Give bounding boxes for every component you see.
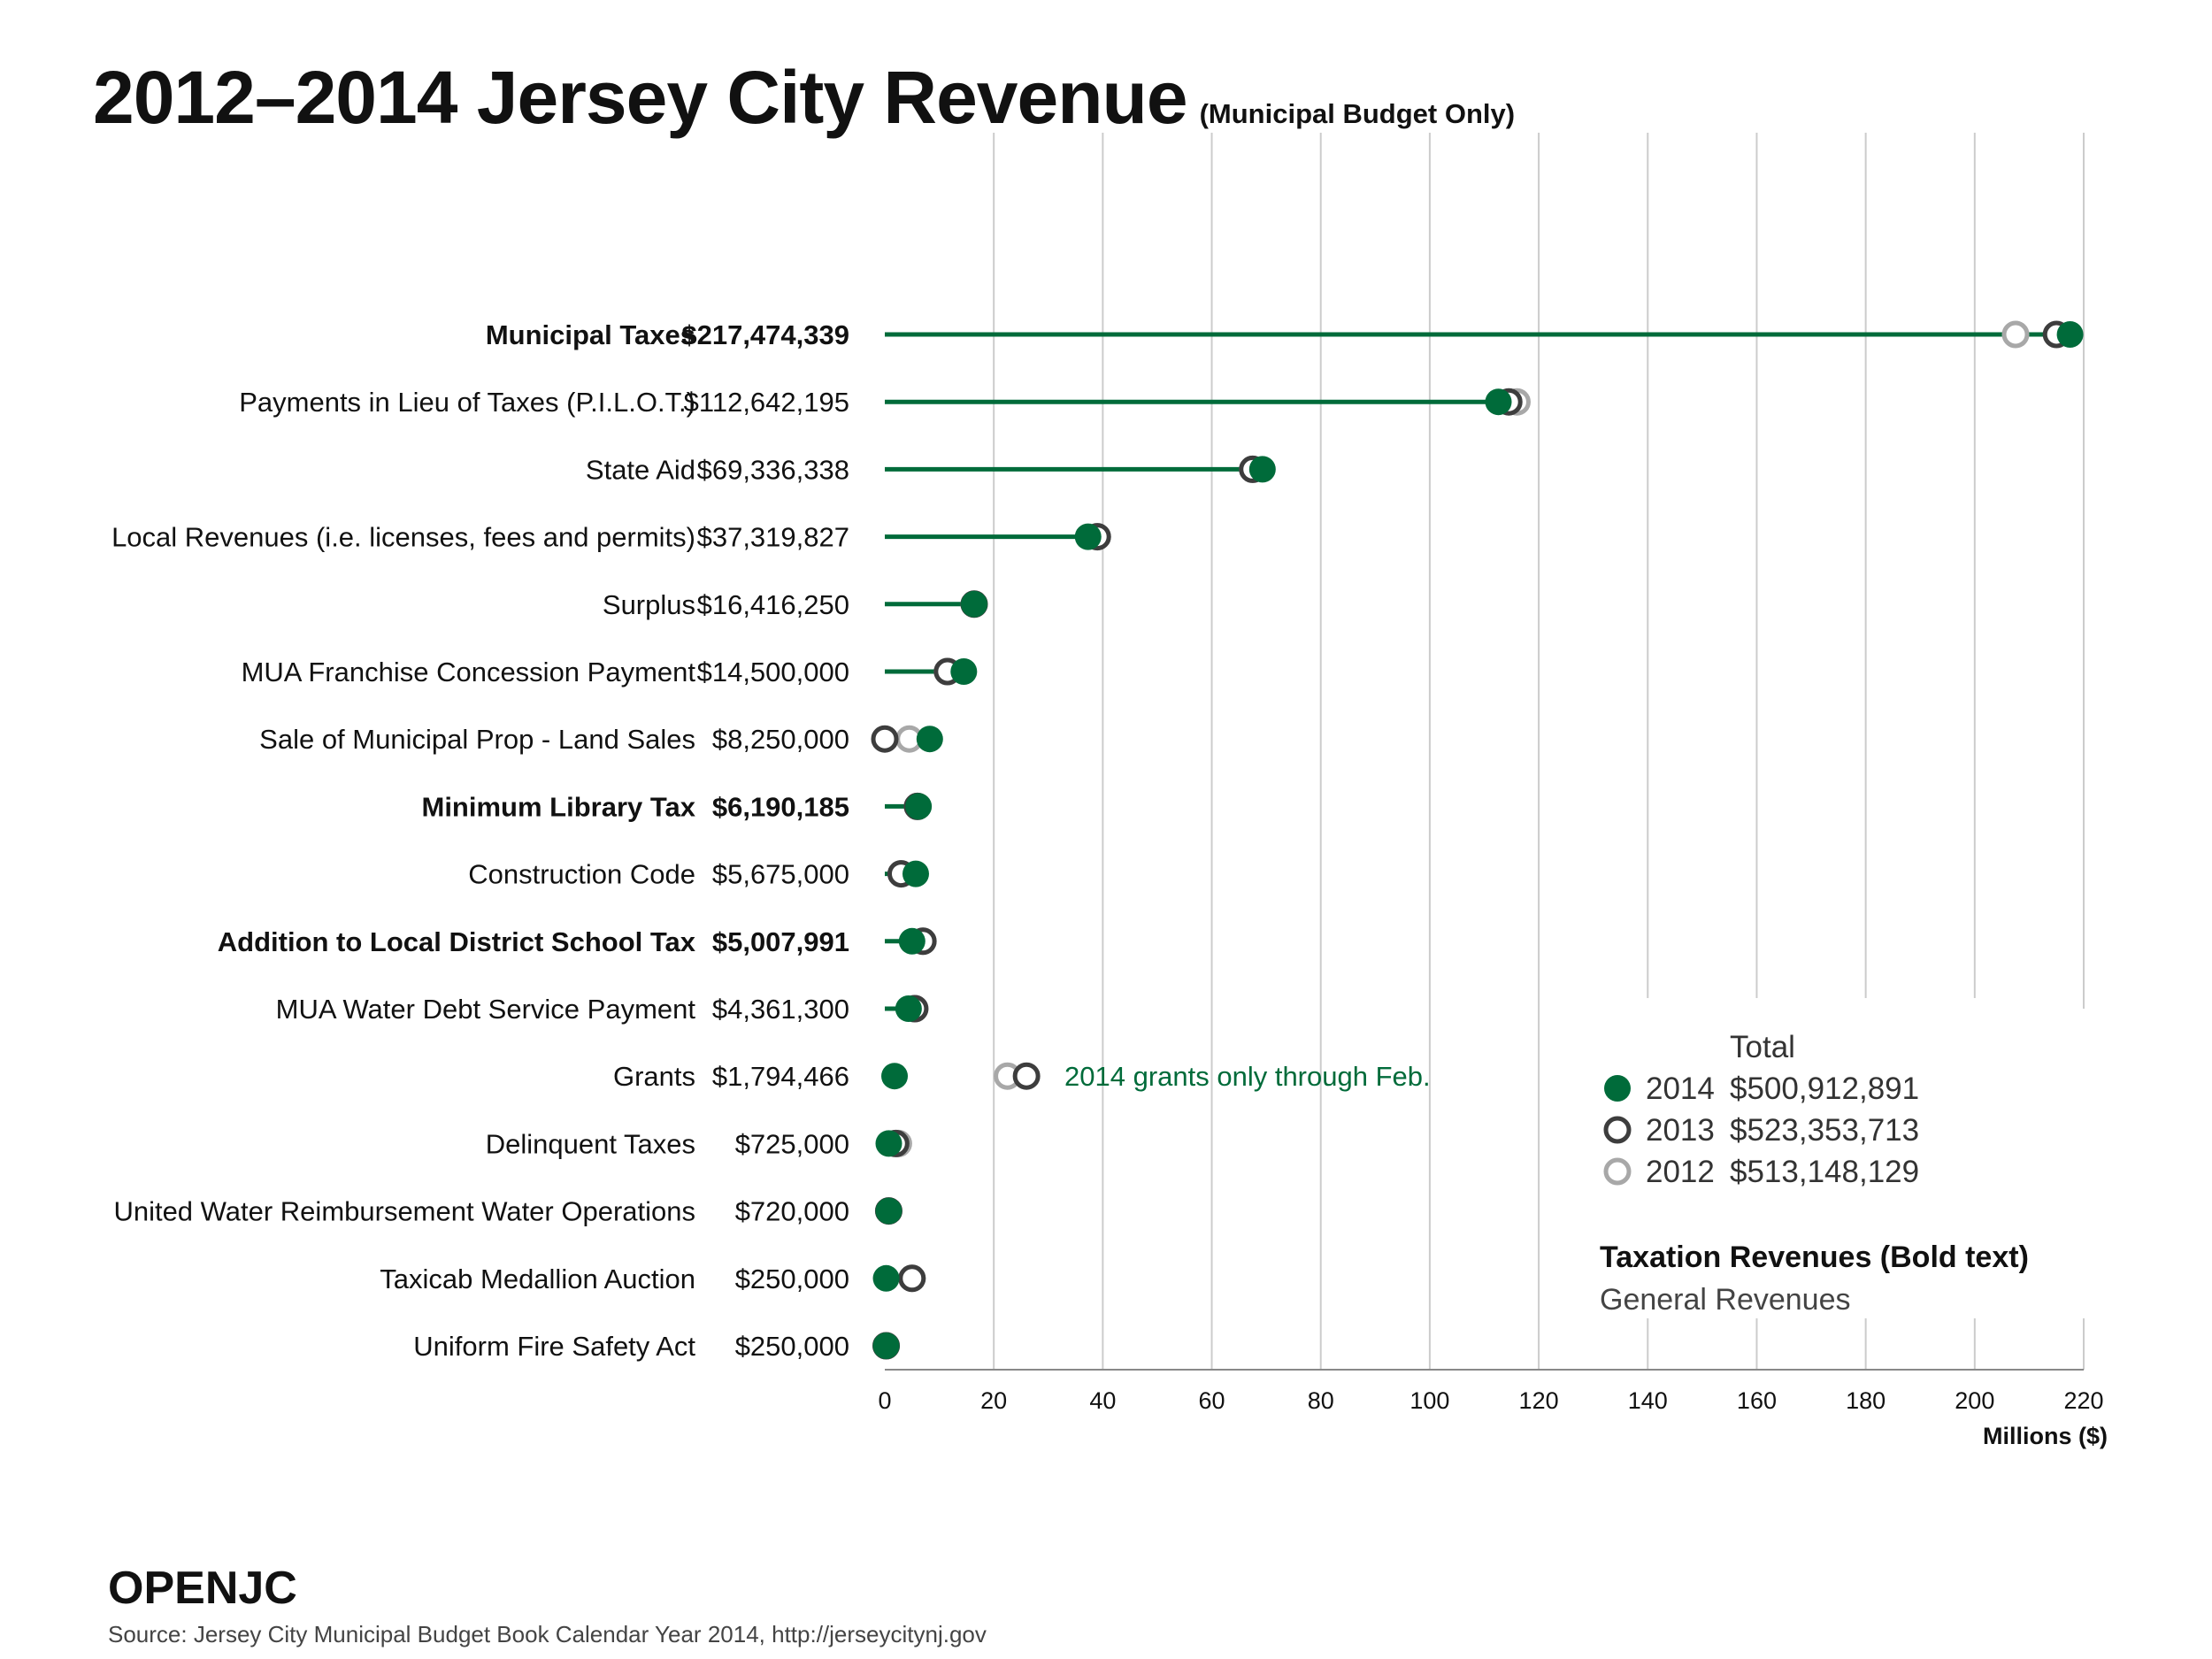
category-amount: $112,642,195 [684, 387, 849, 418]
category-amount: $69,336,338 [697, 454, 849, 485]
style-note-regular: General Revenues [1600, 1283, 1851, 1317]
category-name: MUA Franchise Concession Payment [242, 657, 696, 687]
category-name: Grants [613, 1061, 695, 1092]
dot-2014 [895, 995, 922, 1022]
category-name: Minimum Library Tax [422, 791, 696, 822]
legend-total: $500,912,891 [1730, 1071, 1919, 1106]
category-amount: $16,416,250 [697, 589, 849, 620]
dot-2014 [875, 1130, 902, 1157]
category-amount: $4,361,300 [712, 994, 849, 1025]
category-amount: $5,675,000 [712, 859, 849, 890]
category-name: Local Revenues (i.e. licenses, fees and … [111, 522, 695, 553]
category-amount: $720,000 [735, 1196, 849, 1227]
category-amount: $250,000 [735, 1331, 849, 1362]
category-name: Payments in Lieu of Taxes (P.I.L.O.T.) [239, 387, 695, 418]
category-name: MUA Water Debt Service Payment [276, 994, 696, 1025]
x-axis-label: Millions ($) [1983, 1423, 2108, 1449]
legend-total: $513,148,129 [1730, 1155, 1919, 1189]
style-note-bold: Taxation Revenues (Bold text) [1600, 1240, 2029, 1274]
legend-total: $523,353,713 [1730, 1113, 1919, 1148]
chart-title: 2012–2014 Jersey City Revenue [93, 56, 1188, 139]
dot-2014 [875, 1197, 902, 1225]
x-tick-label: 0 [878, 1387, 891, 1414]
category-amount: $5,007,991 [712, 926, 849, 957]
dot-2013 [871, 725, 899, 753]
dot-2014 [2056, 321, 2084, 348]
x-tick-label: 80 [1308, 1387, 1334, 1414]
dot-2014 [881, 1063, 909, 1090]
category-name: Surplus [603, 589, 695, 620]
legend: Total 2014 $500,912,891 2013 $523,353,713 201… [1566, 1009, 2088, 1318]
legend-year: 2013 [1646, 1113, 1715, 1148]
x-tick-label: 160 [1737, 1387, 1777, 1414]
category-name: United Water Reimbursement Water Operati… [113, 1196, 695, 1227]
category-name: State Aid [586, 454, 695, 485]
dot-2014 [872, 1264, 900, 1292]
dot-2014 [950, 658, 978, 685]
source-note: Source: Jersey City Municipal Budget Boo… [108, 1621, 987, 1647]
grid-layer [993, 133, 2085, 1370]
legend-swatch-2013 [1603, 1116, 1632, 1144]
dot-2014 [1248, 456, 1276, 483]
category-amount: $37,319,827 [697, 522, 849, 553]
x-tick-label: 140 [1628, 1387, 1668, 1414]
x-tick-label: 40 [1089, 1387, 1116, 1414]
dot-2014 [961, 590, 988, 618]
x-axis: 0 20 40 60 80 100 120 140 160 180 200 220 Millions (… [878, 1369, 2108, 1449]
x-tick-label: 200 [1955, 1387, 1994, 1414]
category-amount: $6,190,185 [712, 791, 849, 822]
dot-2014 [1485, 388, 1512, 416]
legend-swatch-2012 [1603, 1157, 1632, 1186]
x-tick-label: 20 [980, 1387, 1007, 1414]
category-name: Uniform Fire Safety Act [413, 1331, 695, 1362]
category-amount: $250,000 [735, 1263, 849, 1294]
brand-logo: OPENJC [108, 1563, 297, 1614]
category-name: Delinquent Taxes [486, 1128, 695, 1159]
legend-header: Total [1730, 1030, 1795, 1064]
category-name: Taxicab Medallion Auction [380, 1263, 695, 1294]
x-tick-label: 120 [1519, 1387, 1559, 1414]
category-name: Addition to Local District School Tax [218, 926, 696, 957]
category-name: Sale of Municipal Prop - Land Sales [259, 724, 695, 755]
dot-2014 [898, 927, 926, 955]
x-tick-label: 60 [1199, 1387, 1225, 1414]
dot-2014 [916, 726, 943, 753]
dot-2014 [905, 793, 933, 820]
legend-year: 2012 [1646, 1155, 1715, 1189]
chart-subtitle: (Municipal Budget Only) [1199, 98, 1516, 129]
category-amount: $1,794,466 [712, 1061, 849, 1092]
dot-2013 [898, 1264, 926, 1293]
category-amount: $217,474,339 [681, 319, 849, 350]
legend-background [1566, 1009, 2088, 1318]
x-tick-label: 100 [1409, 1387, 1449, 1414]
x-tick-label: 220 [2063, 1387, 2103, 1414]
title-row: 2012–2014 Jersey City Revenue (Municipal … [93, 55, 1515, 141]
legend-swatch-2014 [1604, 1075, 1631, 1102]
dot-2014 [902, 860, 929, 887]
category-name: Construction Code [468, 859, 695, 890]
dot-2014 [1074, 523, 1102, 550]
category-amount: $725,000 [735, 1128, 849, 1159]
category-amount: $8,250,000 [712, 724, 849, 755]
dot-2012 [2001, 320, 2030, 349]
category-name: Municipal Taxes [486, 319, 695, 350]
data-marks: 2014 grants only through Feb. [871, 320, 2084, 1360]
legend-year: 2014 [1646, 1071, 1715, 1106]
dot-2014 [872, 1333, 900, 1359]
dot-2013 [1012, 1062, 1041, 1090]
x-tick-label: 180 [1846, 1387, 1886, 1414]
category-amount: $14,500,000 [697, 657, 849, 687]
grants-annotation: 2014 grants only through Feb. [1064, 1061, 1431, 1092]
